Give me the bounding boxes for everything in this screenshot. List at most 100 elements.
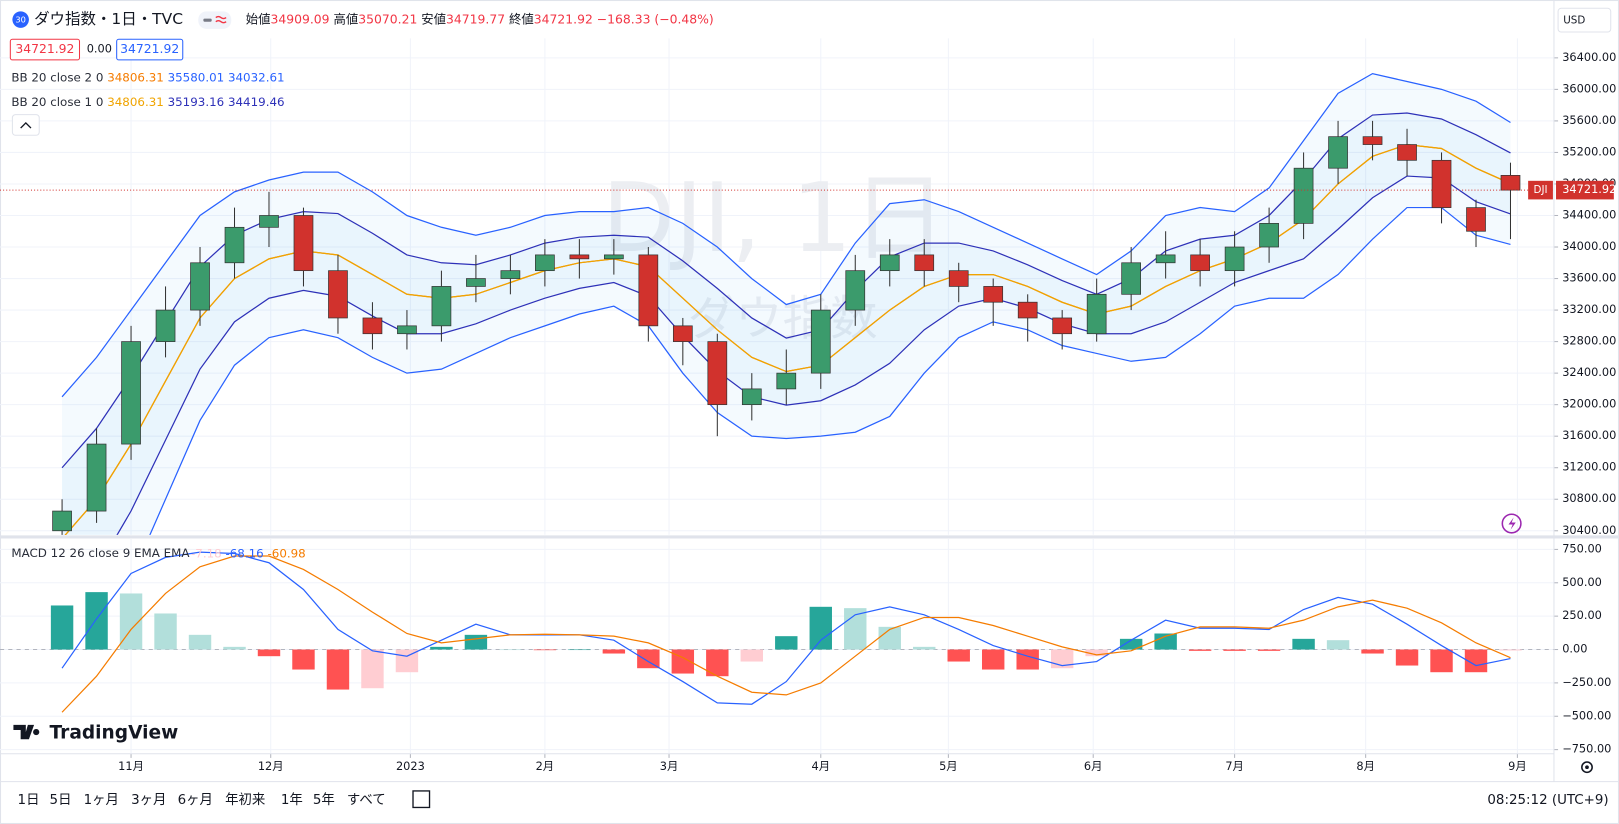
- range-button[interactable]: すべて: [347, 792, 386, 808]
- y-tick-label: 32000.00: [1562, 397, 1616, 411]
- histogram-bar: [430, 646, 453, 650]
- range-button[interactable]: 1日: [18, 793, 40, 808]
- histogram-bar: [568, 649, 591, 651]
- y-tick-label: 35600.00: [1562, 113, 1616, 127]
- x-tick-label: 3月: [660, 759, 679, 773]
- ohlc-label: 高値: [334, 11, 359, 26]
- range-button[interactable]: 1ヶ月: [84, 793, 119, 808]
- candle-body: [535, 254, 555, 272]
- indicator-value: 35193.16: [168, 95, 225, 109]
- candle-body: [328, 270, 348, 319]
- candle-body: [293, 215, 314, 272]
- range-button[interactable]: 5年: [313, 792, 335, 808]
- range-button[interactable]: 3ヶ月: [131, 793, 166, 808]
- histogram-bar: [464, 634, 488, 650]
- ohlc-label: 安値: [421, 11, 446, 26]
- indicator-label: BB 20 close 1 0: [11, 95, 103, 109]
- candle-body: [845, 270, 866, 311]
- lightning-icon: [1508, 517, 1516, 530]
- macd-line: [61, 555, 1511, 713]
- histogram-bar: [326, 649, 350, 690]
- histogram-bar: [1361, 649, 1384, 654]
- y-tick-label: 31200.00: [1562, 460, 1616, 474]
- histogram-bar: [1154, 633, 1177, 650]
- x-tick-label: 4月: [811, 759, 830, 773]
- sell-price: 34721.92: [15, 41, 74, 56]
- histogram-bar: [50, 605, 74, 650]
- settings-dot: [1585, 765, 1589, 770]
- histogram-bar: [602, 649, 626, 654]
- candle-body: [466, 278, 486, 287]
- clock: 08:25:12 (UTC+9): [1487, 793, 1608, 808]
- symbol-tag-box: [1528, 180, 1553, 200]
- x-tick-label: 2月: [536, 759, 555, 773]
- last-price-label: 34721.92: [1562, 182, 1616, 196]
- candle-body: [707, 341, 728, 406]
- status-pill[interactable]: [198, 11, 232, 29]
- candle-body: [1397, 144, 1417, 161]
- candle-body: [1086, 293, 1107, 335]
- candle-body: [121, 341, 141, 445]
- currency: USD: [1563, 15, 1585, 27]
- histogram-bar: [740, 649, 764, 662]
- histogram-bar: [1292, 638, 1315, 650]
- tradingview-logo: TradingView: [13, 723, 178, 744]
- histogram-bar: [1016, 649, 1039, 670]
- currency-button[interactable]: [1557, 7, 1612, 33]
- indicator-legend: BB 20 close 2 0 34806.31 35580.01 34032.…: [11, 70, 284, 84]
- x-tick-label: 11月: [118, 759, 144, 773]
- x-tick-label: 2023: [396, 759, 425, 773]
- histogram-bar: [913, 646, 936, 650]
- logo-mark: [13, 724, 40, 740]
- date-range-button[interactable]: [412, 790, 431, 809]
- candle-body: [1052, 317, 1073, 335]
- candle-body: [638, 254, 659, 327]
- candle-body: [810, 309, 831, 374]
- buy-box[interactable]: [116, 38, 184, 61]
- candle-body: [983, 286, 1004, 303]
- settings-button[interactable]: [1581, 761, 1593, 774]
- macd-value: -68.16: [225, 546, 263, 560]
- candle-body: [155, 309, 176, 342]
- candle-body: [500, 270, 521, 279]
- symbol-badge: [12, 11, 29, 28]
- range-button[interactable]: 年初来: [225, 792, 265, 808]
- y-tick-label: 36000.00: [1562, 81, 1616, 95]
- candle-body: [1431, 159, 1452, 208]
- macd-line: [61, 551, 1511, 705]
- y-tick-label: 32800.00: [1562, 334, 1616, 348]
- macd-hist-value: -7.18: [191, 546, 222, 560]
- sell-box[interactable]: [9, 38, 81, 61]
- histogram-bar: [1257, 649, 1281, 651]
- histogram-bar: [85, 592, 108, 650]
- y-tick-label: 250.00: [1562, 608, 1602, 622]
- range-button[interactable]: 5日: [50, 793, 72, 808]
- x-tick-label: 7月: [1225, 759, 1244, 773]
- y-tick-label: 0.00: [1562, 642, 1587, 656]
- y-tick-label: 31600.00: [1562, 428, 1616, 442]
- range-button[interactable]: 6ヶ月: [178, 793, 213, 808]
- histogram-bar: [499, 649, 522, 651]
- candle-body: [86, 443, 107, 512]
- y-tick-label: −250.00: [1562, 675, 1611, 689]
- lightning-button[interactable]: [1501, 513, 1522, 534]
- range-button[interactable]: 1年: [281, 792, 303, 808]
- histogram-bar: [257, 649, 281, 657]
- candle-body: [362, 317, 383, 335]
- collapse-button[interactable]: [11, 114, 40, 136]
- histogram-bar: [878, 626, 901, 650]
- y-tick-label: 30400.00: [1562, 523, 1616, 537]
- candle-body: [1224, 246, 1245, 272]
- macd-value: -60.98: [268, 546, 306, 560]
- y-tick-label: −750.00: [1562, 742, 1611, 756]
- histogram-bar: [809, 606, 832, 650]
- histogram-bar: [119, 593, 143, 650]
- indicator-value: 34032.61: [228, 70, 285, 84]
- candle-body: [1500, 175, 1521, 191]
- logo-text: TradingView: [50, 723, 179, 744]
- ohlc-value: 35070.21: [358, 11, 417, 26]
- y-tick-label: 35200.00: [1562, 144, 1616, 158]
- candle-body: [1155, 254, 1176, 264]
- histogram-bar: [1395, 649, 1419, 666]
- macd-values: -7.18 -68.16 -60.98: [191, 546, 306, 560]
